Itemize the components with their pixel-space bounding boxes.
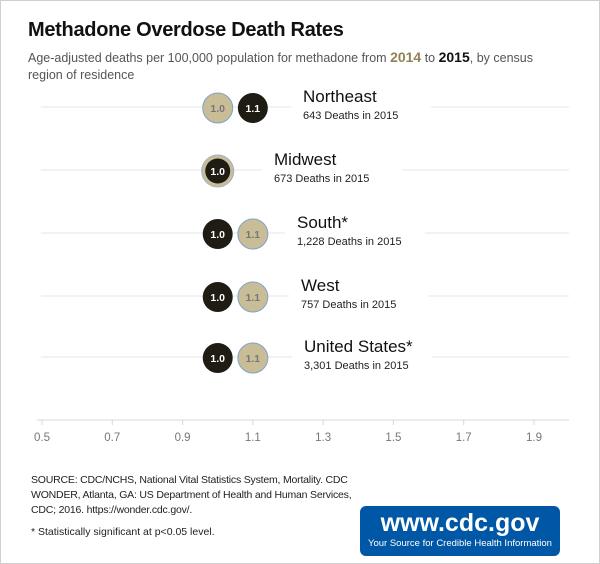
deaths-label: 643 Deaths in 2015 (303, 110, 398, 122)
region-label: Northeast (303, 87, 377, 106)
footnotes: SOURCE: CDC/NCHS, National Vital Statist… (31, 473, 353, 540)
dot-2014 (202, 92, 234, 124)
region-label: South* (297, 213, 348, 232)
dot-2014-label: 1.1 (246, 292, 261, 304)
dot-plot: 0.5 0.7 0.9 1.1 1.3 1.5 1.7 1.9 1.0 1.1 Northeast 6… (34, 87, 569, 444)
logo-url: www.cdc.gov (380, 509, 540, 537)
dot-2015 (237, 93, 268, 123)
significance-note: * Statistically significant at p<0.05 le… (31, 526, 215, 538)
dot-2015 (202, 282, 233, 312)
subtitle-text-mid: to (421, 51, 439, 65)
x-tick-label: 1.3 (315, 432, 331, 444)
dot-2015-label: 1.0 (210, 229, 225, 241)
cdc-logo[interactable]: www.cdc.gov Your Source for Credible Hea… (360, 506, 560, 556)
x-tick-label: 0.9 (175, 432, 191, 444)
dot-2014 (237, 342, 269, 374)
dot-2015-label: 1.0 (210, 353, 225, 365)
x-tick-label: 1.1 (245, 432, 261, 444)
x-tick-label: 0.7 (104, 432, 120, 444)
chart-title: Methadone Overdose Death Rates (28, 19, 344, 41)
deaths-label: 757 Deaths in 2015 (301, 299, 396, 311)
dot-2014-label: 1.1 (246, 229, 261, 241)
region-label: Midwest (274, 150, 337, 169)
region-label: United States* (304, 337, 413, 356)
x-tick-label: 1.9 (526, 432, 542, 444)
subtitle-text: Age-adjusted deaths per 100,000 populati… (28, 51, 391, 65)
dot-2015 (202, 343, 233, 373)
x-tick-label: 1.7 (456, 432, 472, 444)
dot-2015-label: 1.0 (210, 292, 225, 304)
dot-2015 (205, 158, 231, 184)
subtitle-year-2014: 2014 (390, 49, 422, 65)
deaths-label: 1,228 Deaths in 2015 (297, 236, 402, 248)
subtitle-text-end: , by census region of residence (28, 51, 533, 82)
dot-2014 (237, 218, 269, 250)
deaths-label: 673 Deaths in 2015 (274, 173, 369, 185)
deaths-label: 3,301 Deaths in 2015 (304, 360, 409, 372)
chart-subtitle: Age-adjusted deaths per 100,000 populati… (28, 49, 568, 84)
source-note: SOURCE: CDC/NCHS, National Vital Statist… (31, 474, 352, 516)
region-label: West (301, 276, 340, 295)
x-tick-label: 1.5 (385, 432, 401, 444)
dot-2015-label: 1.0 (210, 166, 225, 178)
subtitle-year-2015: 2015 (438, 49, 470, 65)
dot-2015 (202, 219, 233, 249)
dot-2014 (237, 281, 269, 313)
x-tick-label: 0.5 (34, 432, 50, 444)
dot-2014-label: 1.0 (210, 103, 225, 115)
logo-tagline: Your Source for Credible Health Informat… (368, 538, 552, 549)
dot-2015-label: 1.1 (246, 103, 261, 115)
dot-2014-label: 1.1 (246, 353, 261, 365)
